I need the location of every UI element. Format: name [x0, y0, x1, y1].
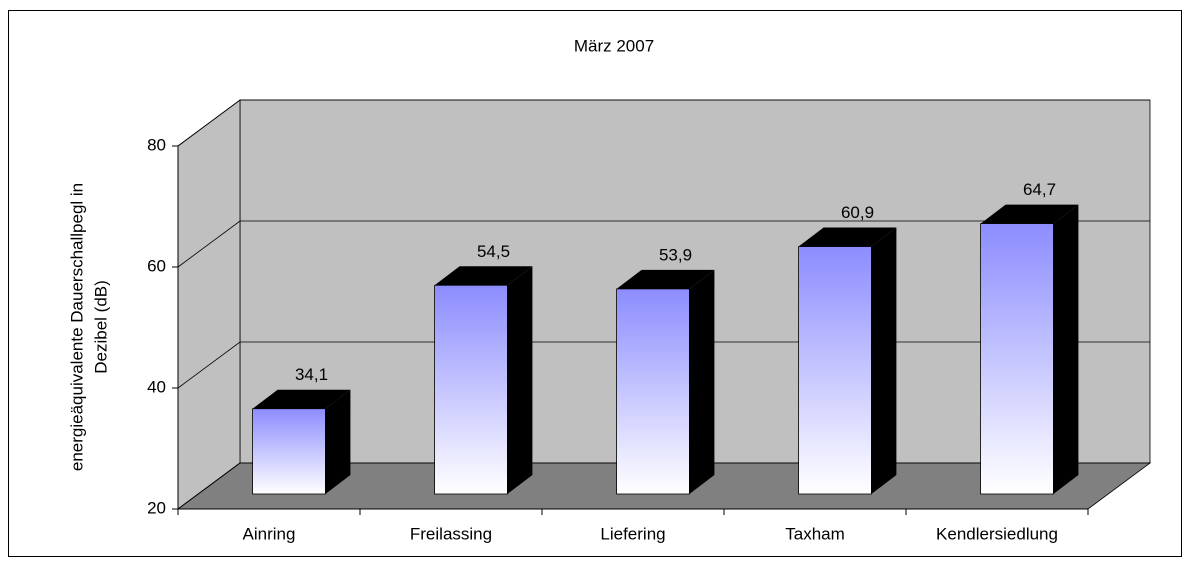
- bar-side: [871, 227, 897, 494]
- x-tick-label: Taxham: [785, 524, 845, 543]
- bar-top: [616, 269, 715, 289]
- bar: [616, 288, 690, 495]
- bar: [434, 284, 508, 495]
- data-label: 53,9: [659, 245, 692, 264]
- x-tick-label: Liefering: [600, 524, 665, 543]
- y-tick-label: 20: [147, 498, 166, 517]
- bar-top: [798, 227, 897, 247]
- bar: [798, 246, 872, 495]
- y-tick-label: 60: [147, 256, 166, 275]
- bar-side: [1053, 204, 1079, 494]
- bar-top: [980, 204, 1079, 224]
- data-label: 34,1: [295, 365, 328, 384]
- bar: [252, 408, 326, 495]
- bar-top: [252, 389, 351, 409]
- bar-side: [689, 269, 715, 494]
- bar-side: [507, 266, 533, 494]
- grid-line: [177, 99, 1150, 147]
- x-tick-label: Kendlersiedlung: [936, 524, 1058, 543]
- data-label: 60,9: [841, 203, 874, 222]
- side-wall: [177, 99, 241, 510]
- x-tick-label: Freilassing: [410, 524, 492, 543]
- data-label: 54,5: [477, 242, 510, 261]
- y-axis-label: Dezibel (dB): [91, 280, 110, 374]
- y-tick-label: 40: [147, 377, 166, 396]
- y-tick-label: 80: [147, 135, 166, 154]
- y-axis-label: energieäquivalente Dauerschallpegl in: [67, 183, 86, 471]
- x-tick-label: Ainring: [243, 524, 296, 543]
- data-label: 64,7: [1023, 180, 1056, 199]
- bar-top: [434, 266, 533, 286]
- chart-title: März 2007: [574, 36, 654, 55]
- bar: [980, 223, 1054, 495]
- grid-line: [177, 220, 1150, 268]
- bar-side: [325, 389, 351, 494]
